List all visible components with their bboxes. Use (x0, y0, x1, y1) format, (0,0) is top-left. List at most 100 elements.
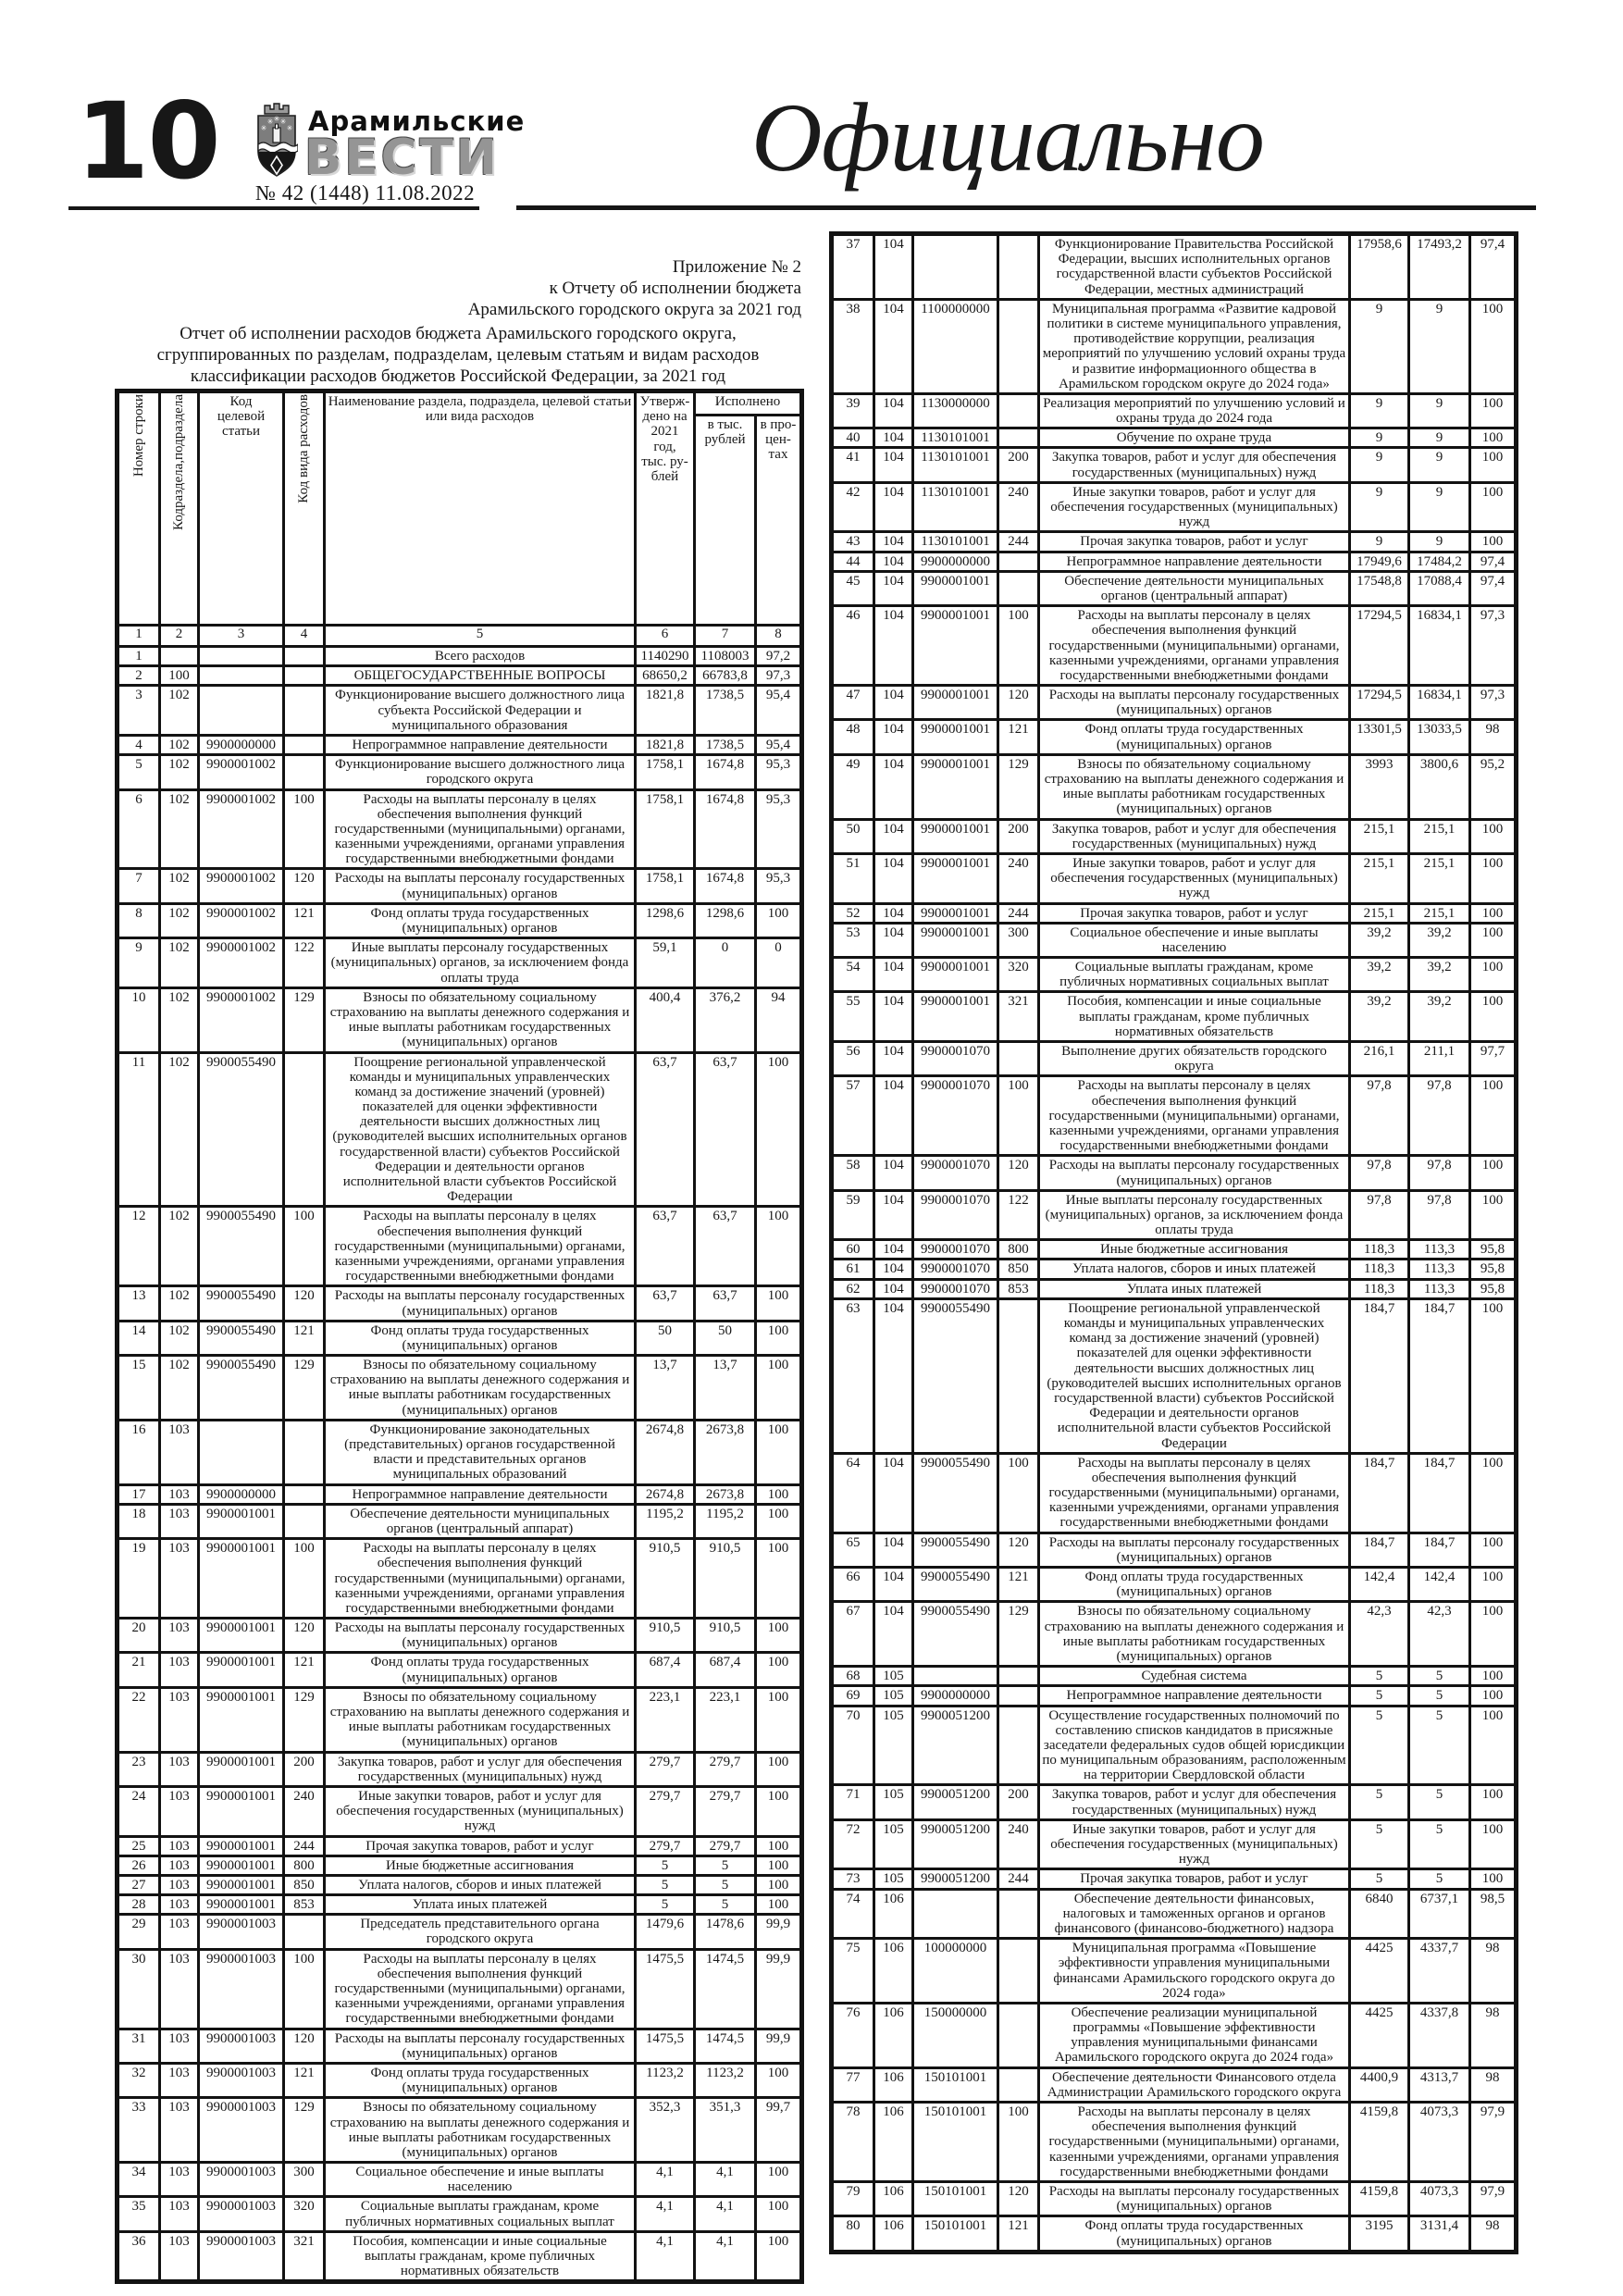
target-article-code-cell: 9900001002 (197, 788, 285, 871)
table-row: 65 104 9900055490 120 Расходы на выплаты пер… (830, 1531, 1518, 1570)
executed-thousand-rub-cell: 5 (1407, 1868, 1471, 1891)
line-number-cell: 58 (830, 1154, 875, 1192)
section-code-cell: 105 (873, 1704, 914, 1787)
target-article-code-cell: 9900001001 (197, 1873, 285, 1897)
approved-2021-cell: 5 (634, 1854, 696, 1877)
target-article-code-cell (197, 644, 285, 668)
expense-type-code-cell (282, 684, 326, 737)
executed-thousand-rub-cell: 113,3 (1407, 1258, 1471, 1281)
approved-2021-cell: 910,5 (634, 1537, 696, 1620)
section-code-cell: 103 (158, 1685, 200, 1754)
line-number-cell: 9 (116, 937, 161, 989)
executed-thousand-rub-cell: 4,1 (693, 2161, 757, 2199)
expense-name-cell: Муниципальная программа «Повышение эффек… (1037, 1937, 1351, 2004)
executed-thousand-rub-cell: 9 (1407, 427, 1471, 450)
line-number-cell: 55 (830, 990, 875, 1043)
section-code-cell: 104 (873, 569, 914, 608)
section-code-cell: 104 (873, 530, 914, 553)
line-number-cell: 52 (830, 901, 875, 925)
target-article-code-cell: 9900001001 (911, 921, 999, 960)
executed-thousand-rub-cell: 1298,6 (693, 901, 757, 940)
line-number-cell: 21 (116, 1651, 161, 1689)
executed-percent-cell: 100 (1468, 851, 1518, 905)
table-row: 79 106 150101001 120 Расходы на выплаты перс… (830, 2179, 1518, 2218)
expense-type-code-cell: 120 (997, 1154, 1040, 1192)
executed-thousand-rub-cell: 910,5 (693, 1537, 757, 1620)
section-code-cell: 104 (873, 1600, 914, 1669)
table-row: 17 103 9900000000 Непрограммное направление… (116, 1483, 803, 1506)
table-row: 48 104 9900001001 121 Фонд оплаты труда госу… (830, 718, 1518, 756)
executed-thousand-rub-cell: 1474,5 (693, 2027, 757, 2065)
line-number-cell: 76 (830, 2001, 875, 2069)
expense-name-cell: Обеспечение деятельности муниципальных о… (323, 1502, 637, 1541)
expense-name-cell: Расходы на выплаты персоналу государстве… (1037, 684, 1351, 722)
executed-thousand-rub-cell: 4073,3 (1407, 2179, 1471, 2218)
table-row: 16 103 Функционирование законодательных (п… (116, 1418, 803, 1486)
section-code-cell: 104 (873, 1531, 914, 1570)
line-number-cell: 75 (830, 1937, 875, 2004)
executed-thousand-rub-cell: 0 (693, 937, 757, 989)
executed-percent-cell: 97,4 (1468, 232, 1518, 301)
target-article-code-cell: 9900001001 (911, 901, 999, 925)
section-code-cell: 104 (873, 901, 914, 925)
table-row: 46 104 9900001001 100 Расходы на выплаты пер… (830, 604, 1518, 688)
table-row: 60 104 9900001070 800 Иные бюджетные ассигно… (830, 1238, 1518, 1261)
expense-name-cell: Расходы на выплаты персоналу в целях обе… (323, 1947, 637, 2030)
executed-percent-cell: 100 (754, 2161, 803, 2199)
target-article-code-cell: 9900055490 (197, 1050, 285, 1209)
expense-type-code-cell: 100 (282, 788, 326, 871)
executed-percent-cell: 100 (1468, 1451, 1518, 1534)
approved-2021-cell: 3993 (1348, 752, 1410, 821)
target-article-code-cell (197, 664, 285, 688)
column-number-cell: 7 (693, 624, 757, 648)
line-number-cell: 33 (116, 2096, 161, 2165)
header-target-article-code: Код целевой статьи (197, 390, 285, 627)
expense-type-code-cell: 120 (997, 684, 1040, 722)
approved-2021-cell: 216,1 (1348, 1039, 1410, 1078)
executed-thousand-rub-cell: 1674,8 (693, 867, 757, 905)
executed-thousand-rub-cell: 910,5 (693, 1617, 757, 1655)
section-code-cell: 103 (158, 1537, 200, 1620)
table-row: 63 104 9900055490 Поощрение региональной уп… (830, 1297, 1518, 1455)
target-article-code-cell: 9900001070 (911, 1238, 999, 1261)
table-row: 20 103 9900001001 120 Расходы на выплаты пер… (116, 1617, 803, 1655)
target-article-code-cell: 9900001002 (197, 937, 285, 989)
table-row: 18 103 9900001001 Обеспечение деятельности … (116, 1502, 803, 1541)
expense-type-code-cell (997, 550, 1040, 573)
executed-thousand-rub-cell: 215,1 (1407, 851, 1471, 905)
expense-name-cell: Пособия, компенсации и иные социальные в… (1037, 990, 1351, 1043)
approved-2021-cell: 118,3 (1348, 1277, 1410, 1300)
target-article-code-cell: 9900001001 (197, 1651, 285, 1689)
approved-2021-cell: 39,2 (1348, 990, 1410, 1043)
executed-percent-cell: 94 (754, 986, 803, 1054)
expense-name-cell: Фонд оплаты труда государственных (муниц… (323, 1651, 637, 1689)
approved-2021-cell: 5 (634, 1893, 696, 1917)
approved-2021-cell: 4,1 (634, 2161, 696, 2199)
section-code-cell: 102 (158, 684, 200, 737)
table-row: 32 103 9900001003 121 Фонд оплаты труда госу… (116, 2061, 803, 2100)
executed-percent-cell: 100 (1468, 1665, 1518, 1688)
target-article-code-cell (911, 1665, 999, 1688)
executed-thousand-rub-cell: 17493,2 (1407, 232, 1471, 301)
expense-type-code-cell: 121 (282, 2061, 326, 2100)
executed-thousand-rub-cell: 50 (693, 1319, 757, 1358)
table-row: 76 106 150000000 Обеспечение реализации мун… (830, 2001, 1518, 2069)
section-code-cell: 104 (873, 391, 914, 430)
target-article-code-cell: 9900001001 (197, 1784, 285, 1838)
expense-name-cell: Иные выплаты персоналу государственных (… (323, 937, 637, 989)
expense-type-code-cell (997, 2001, 1040, 2069)
executed-percent-cell: 99,9 (754, 1947, 803, 2030)
line-number-cell: 65 (830, 1531, 875, 1570)
line-number-cell: 47 (830, 684, 875, 722)
section-code-cell: 103 (158, 2161, 200, 2199)
approved-2021-cell: 17949,6 (1348, 550, 1410, 573)
approved-2021-cell: 4159,8 (1348, 2101, 1410, 2183)
target-article-code-cell: 9900001003 (197, 2027, 285, 2065)
expense-name-cell: Уплата налогов, сборов и иных платежей (1037, 1258, 1351, 1281)
approved-2021-cell: 13301,5 (1348, 718, 1410, 756)
section-code-cell: 106 (873, 1887, 914, 1941)
section-code-cell: 103 (158, 1893, 200, 1917)
approved-2021-cell: 3195 (1348, 2215, 1410, 2253)
executed-thousand-rub-cell: 1738,5 (693, 733, 757, 757)
